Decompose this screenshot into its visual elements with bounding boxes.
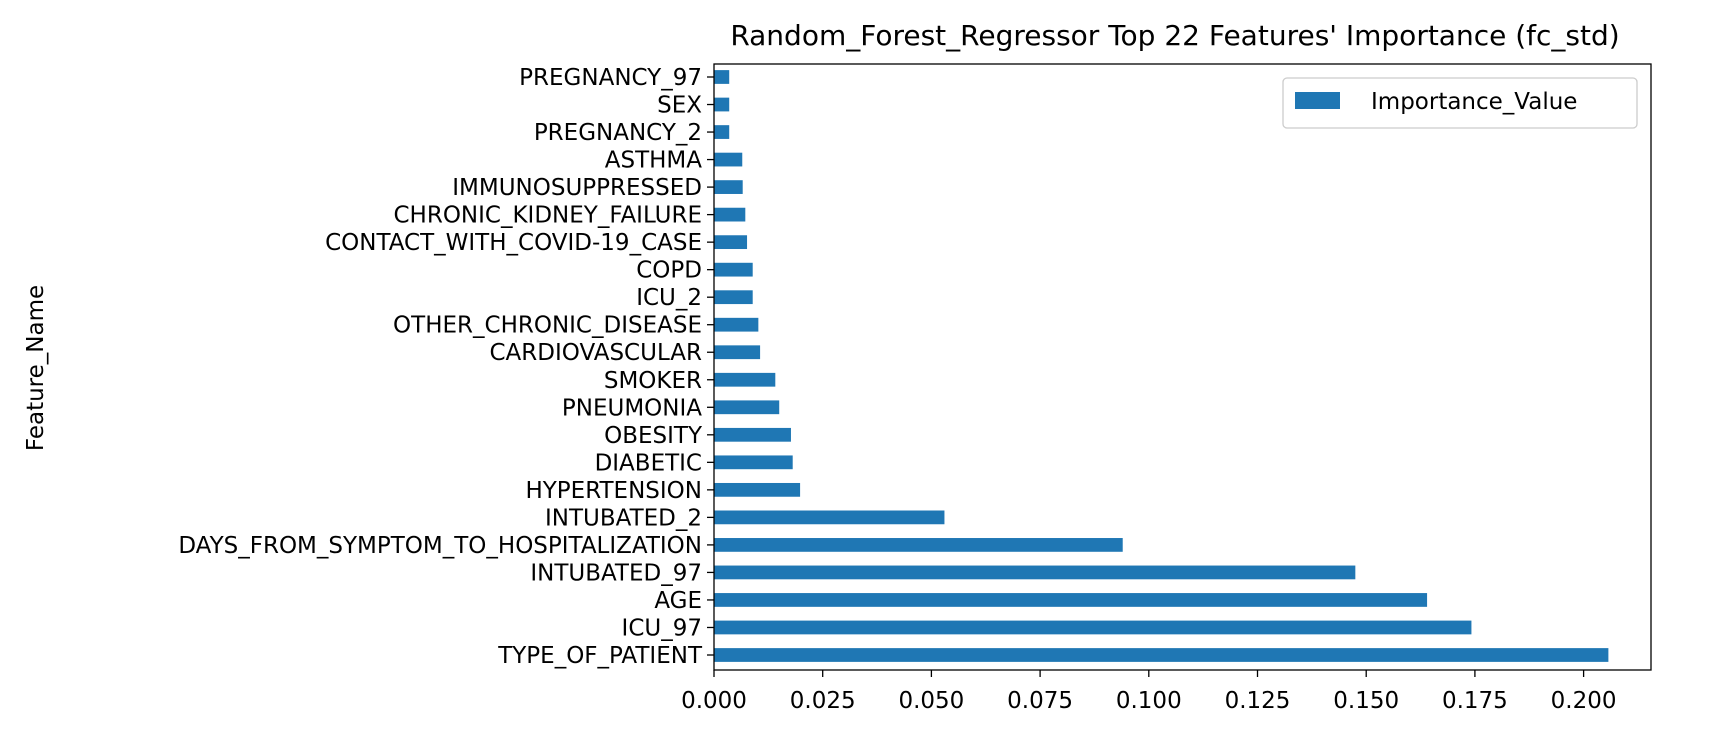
y-tick-label: CONTACT_WITH_COVID-19_CASE xyxy=(325,230,702,256)
bar xyxy=(714,620,1472,635)
y-tick-label: PREGNANCY_97 xyxy=(519,65,702,91)
x-tick-label: 0.150 xyxy=(1333,688,1399,714)
bar xyxy=(714,482,801,497)
y-tick-label: DAYS_FROM_SYMPTOM_TO_HOSPITALIZATION xyxy=(178,533,702,559)
bar xyxy=(714,235,748,250)
x-tick-label: 0.000 xyxy=(681,688,747,714)
x-tick-label: 0.125 xyxy=(1225,688,1291,714)
bar xyxy=(714,372,776,387)
bar xyxy=(714,565,1356,580)
y-tick-label: INTUBATED_2 xyxy=(545,505,702,531)
bar xyxy=(714,125,730,139)
legend-label: Importance_Value xyxy=(1371,89,1577,115)
y-tick-label: ASTHMA xyxy=(605,148,703,174)
x-tick-label: 0.100 xyxy=(1116,688,1182,714)
y-tick-label: CARDIOVASCULAR xyxy=(489,340,702,366)
x-tick-label: 0.025 xyxy=(790,688,856,714)
bar xyxy=(714,152,743,167)
y-tick-label: OBESITY xyxy=(604,423,703,449)
bar xyxy=(714,290,753,305)
x-tick-label: 0.050 xyxy=(898,688,964,714)
x-ticks: 0.000 0.025 0.050 0.075 0.100 0.125 0.150 0.175… xyxy=(681,670,1617,714)
y-tick-label: HYPERTENSION xyxy=(525,478,702,504)
bar xyxy=(714,317,759,332)
y-tick-label: AGE xyxy=(654,588,702,614)
x-tick-label: 0.200 xyxy=(1551,688,1617,714)
y-tick-label: OTHER_CHRONIC_DISEASE xyxy=(393,313,702,339)
y-tick-label: PNEUMONIA xyxy=(562,395,702,421)
bar xyxy=(714,455,793,470)
y-tick-label: ICU_97 xyxy=(622,615,702,641)
y-axis-label: Feature_Name xyxy=(23,285,49,451)
y-tick-label: SEX xyxy=(657,93,702,119)
legend: Importance_Value xyxy=(1282,77,1638,129)
legend-swatch xyxy=(1295,92,1340,109)
bar xyxy=(714,262,753,277)
y-tick-label: ICU_2 xyxy=(636,285,702,311)
x-tick-label: 0.175 xyxy=(1442,688,1508,714)
bar xyxy=(714,648,1609,662)
bar xyxy=(714,345,761,360)
bar xyxy=(714,97,730,112)
plot-frame xyxy=(713,63,1652,671)
bar xyxy=(714,70,730,84)
bar xyxy=(714,538,1123,552)
y-tick-label: INTUBATED_97 xyxy=(530,560,702,586)
bar xyxy=(714,180,743,194)
y-tick-label: CHRONIC_KIDNEY_FAILURE xyxy=(393,203,702,229)
x-tick-label: 0.075 xyxy=(1007,688,1073,714)
y-tick-label: PREGNANCY_2 xyxy=(534,120,702,146)
bar xyxy=(714,427,791,442)
y-tick-label: COPD xyxy=(636,258,702,284)
y-tick-label: DIABETIC xyxy=(595,450,702,476)
bar xyxy=(714,207,746,222)
bar xyxy=(714,593,1428,607)
chart-title: Random_Forest_Regressor Top 22 Features'… xyxy=(730,19,1619,52)
y-tick-labels: TYPE_OF_PATIENTICU_97AGEINTUBATED_97DAYS… xyxy=(178,65,714,669)
legend-frame xyxy=(1282,77,1638,129)
y-tick-label: IMMUNOSUPPRESSED xyxy=(452,175,702,201)
bar xyxy=(714,510,945,525)
y-tick-label: TYPE_OF_PATIENT xyxy=(497,643,703,669)
bar xyxy=(714,400,780,415)
y-tick-label: SMOKER xyxy=(604,368,702,394)
bars-group xyxy=(714,70,1609,662)
